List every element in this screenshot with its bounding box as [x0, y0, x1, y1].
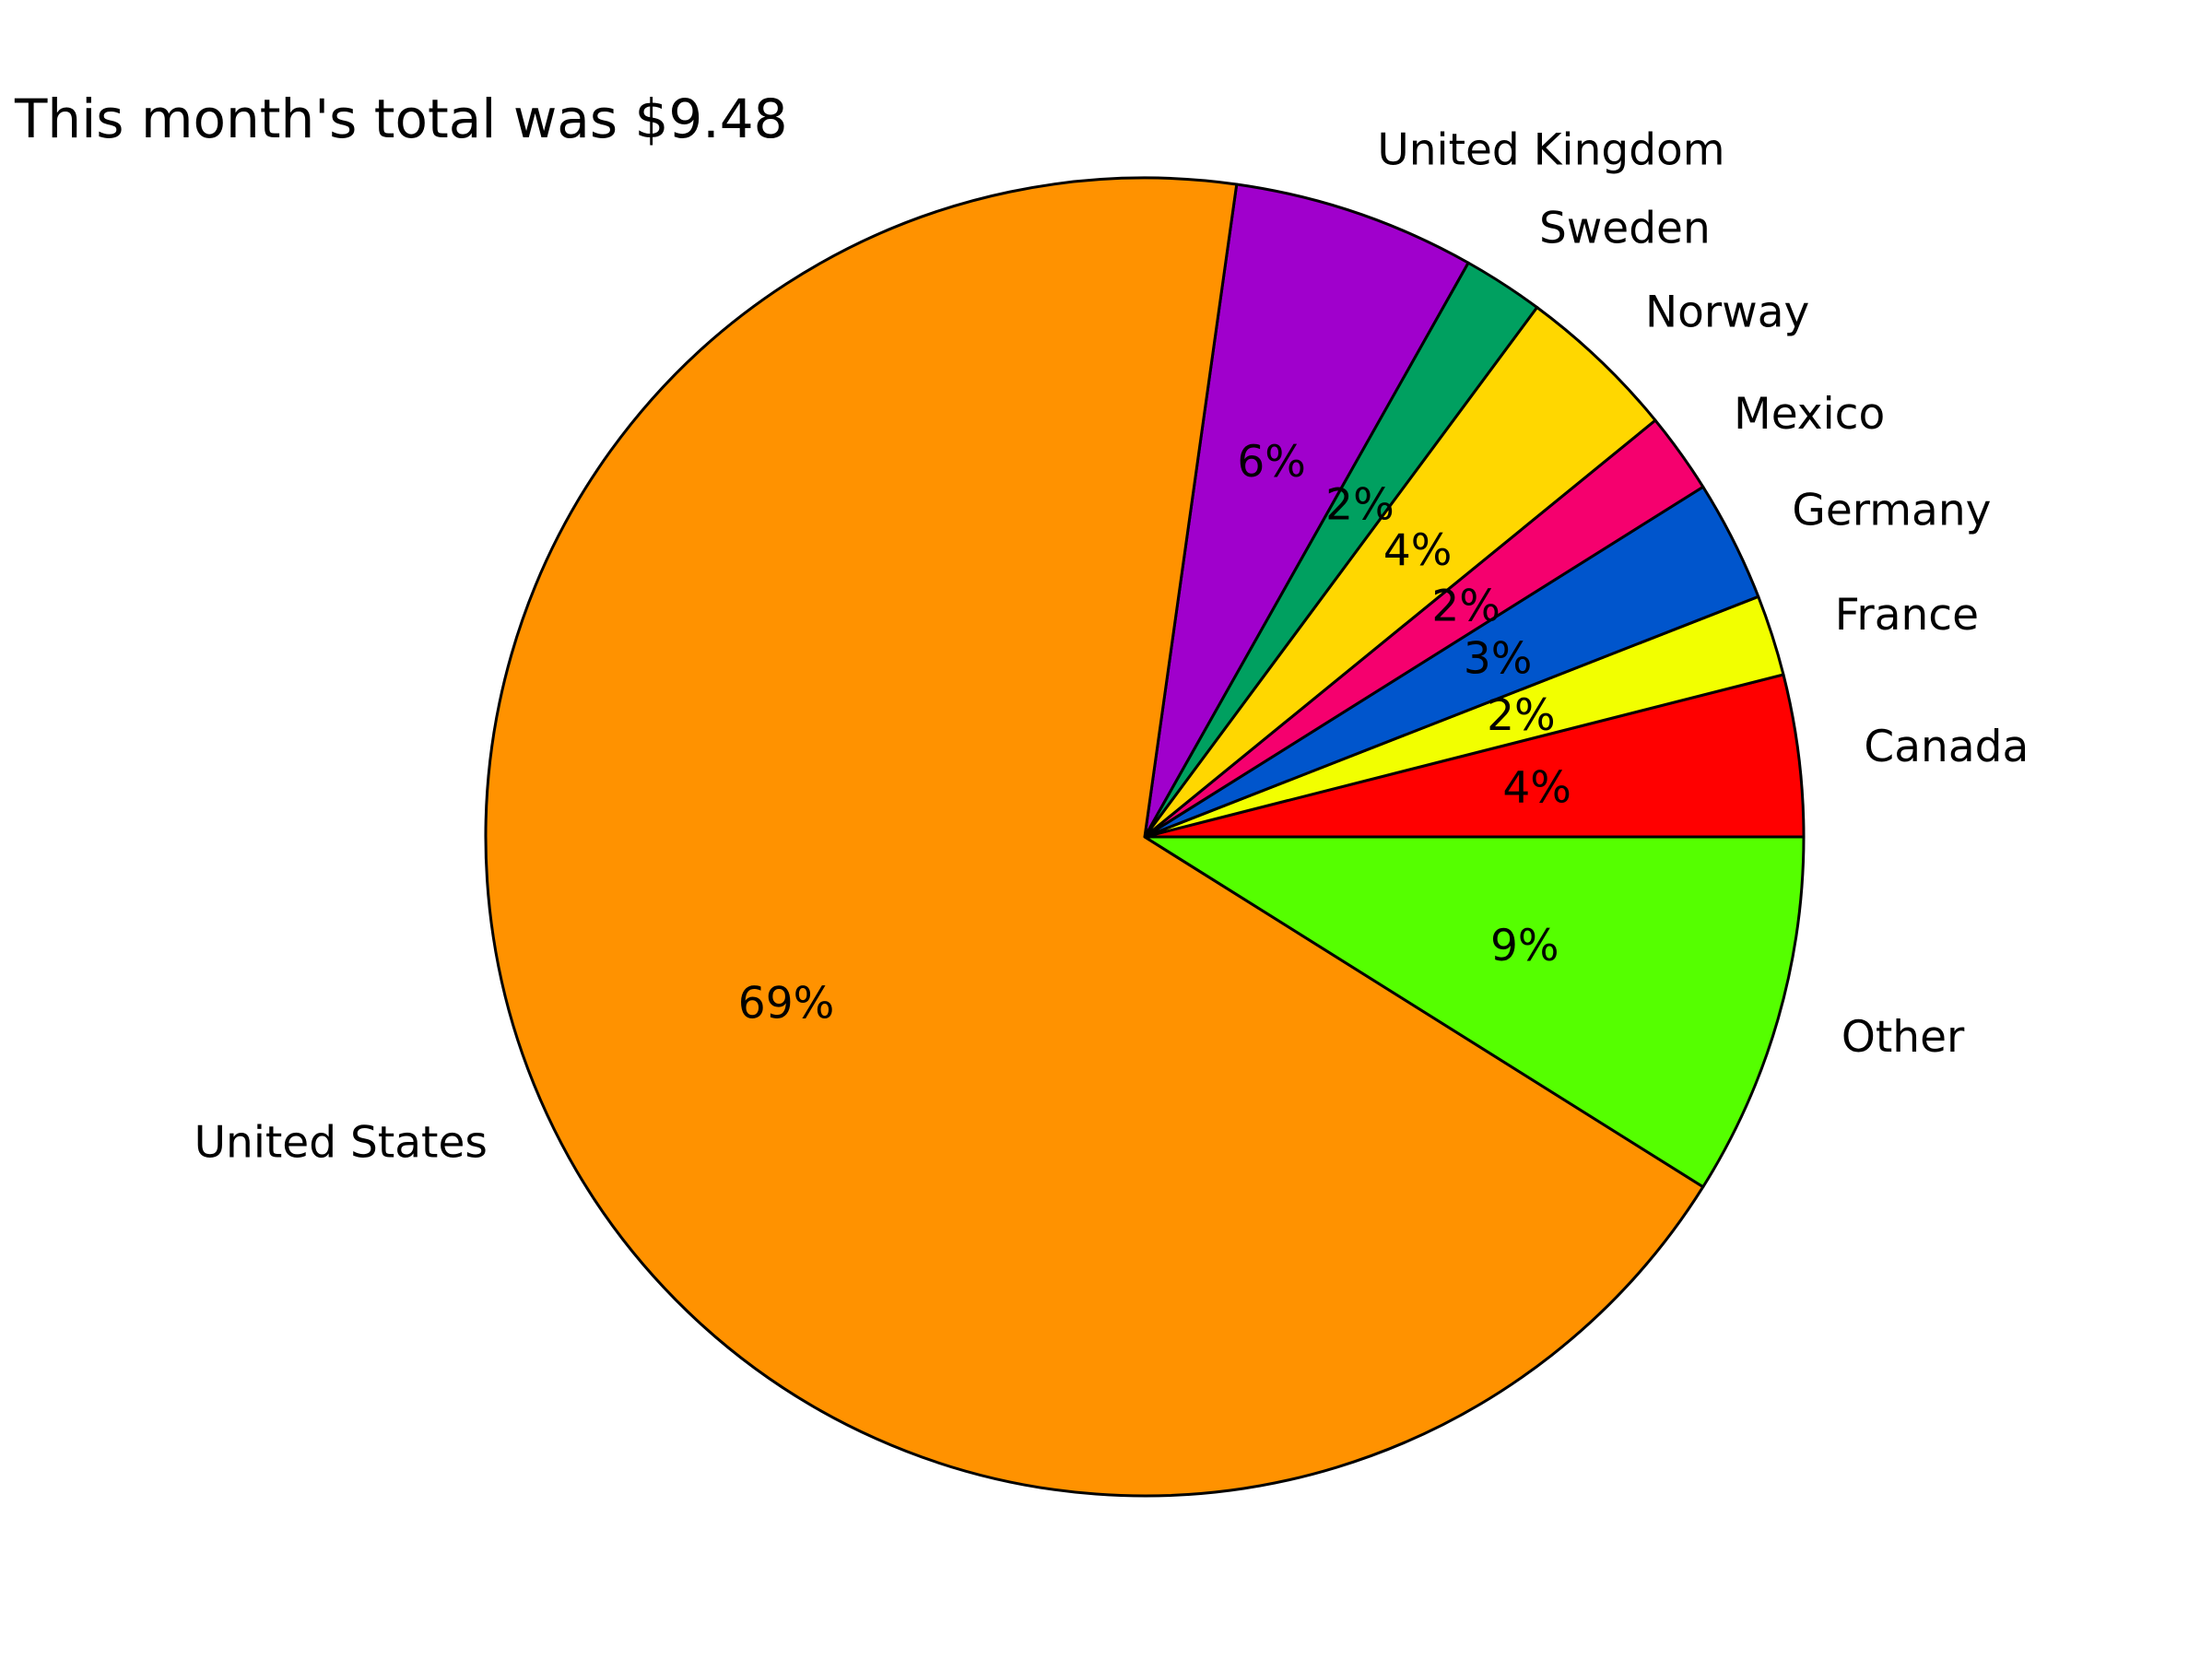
- pie-percent-label-france: 2%: [1487, 690, 1556, 741]
- pie-slice-united-states: [484, 176, 1705, 1498]
- pie-category-label-germany: Germany: [1792, 486, 1991, 536]
- pie-category-label-united-states: United States: [194, 1117, 488, 1168]
- pie-category-label-sweden: Sweden: [1539, 204, 1711, 254]
- pie-category-label-norway: Norway: [1645, 288, 1809, 338]
- pie-percent-label-united-states: 69%: [738, 978, 834, 1029]
- pie-percent-label-canada: 4%: [1502, 762, 1571, 813]
- pie-category-labels: Canada France Germany Mexico Norway Sweden Uni…: [194, 125, 2030, 1169]
- chart-title: This month's total was $9.48: [15, 88, 788, 150]
- pie-percent-label-other: 9%: [1490, 921, 1559, 971]
- pie-percent-label-germany: 3%: [1464, 634, 1533, 685]
- pie-percent-label-norway: 4%: [1383, 525, 1453, 576]
- pie-category-label-united-kingdom: United Kingdom: [1377, 125, 1724, 176]
- pie-category-label-canada: Canada: [1864, 722, 2029, 772]
- pie-slice-united-kingdom: [1143, 182, 1470, 839]
- pie-percent-label-united-kingdom: 6%: [1237, 437, 1306, 488]
- pie-percent-label-sweden: 2%: [1325, 480, 1394, 531]
- pie-percent-labels: 4%2%3%2%4%2%6%69%9%: [738, 437, 1571, 1029]
- pie-slice-other: [1143, 835, 1806, 1189]
- pie-category-label-france: France: [1835, 590, 1979, 641]
- pie-category-label-mexico: Mexico: [1734, 389, 1885, 440]
- pie-percent-label-mexico: 2%: [1431, 582, 1500, 632]
- pie-category-label-other: Other: [1841, 1012, 1965, 1063]
- pie-slices: [484, 176, 1806, 1498]
